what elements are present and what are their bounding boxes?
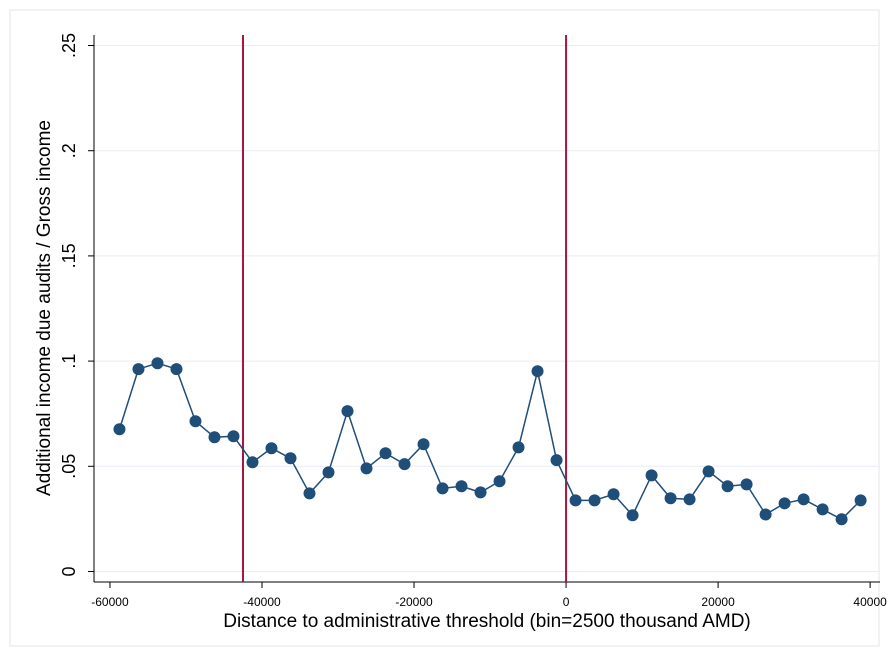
- y-tick-label: .15: [59, 243, 79, 268]
- point: [816, 503, 829, 516]
- x-tick-label: 40000: [853, 595, 887, 609]
- point: [835, 513, 848, 526]
- point: [113, 423, 126, 436]
- point: [265, 442, 278, 455]
- point: [493, 475, 506, 488]
- point: [759, 508, 772, 521]
- point: [417, 438, 430, 451]
- y-axis-title: Additional income due audits / Gross inc…: [34, 120, 55, 496]
- point: [132, 363, 145, 376]
- x-tick-label: 0: [563, 595, 570, 609]
- x-axis-title: Distance to administrative threshold (bi…: [223, 611, 751, 632]
- y-tick-label: .05: [59, 454, 79, 479]
- point: [778, 497, 791, 510]
- x-tick-label: -20000: [395, 595, 433, 609]
- point: [721, 480, 734, 493]
- point: [626, 509, 639, 522]
- point: [189, 415, 202, 428]
- y-tick-label: 0: [59, 566, 79, 576]
- point: [379, 447, 392, 460]
- point: [322, 466, 335, 479]
- frame: [9, 9, 880, 647]
- point: [474, 486, 487, 499]
- point: [246, 456, 259, 469]
- point: [645, 469, 658, 482]
- point: [531, 365, 544, 378]
- point: [303, 487, 316, 500]
- point: [436, 482, 449, 495]
- point: [854, 494, 867, 507]
- point: [398, 458, 411, 471]
- x-tick-label: -60000: [91, 595, 129, 609]
- point: [170, 363, 183, 376]
- point: [151, 357, 164, 370]
- point: [607, 488, 620, 501]
- point: [208, 431, 221, 444]
- x-tick-label: -40000: [243, 595, 281, 609]
- point: [569, 494, 582, 507]
- x-tick-label: 20000: [701, 595, 735, 609]
- point: [360, 462, 373, 475]
- point: [740, 478, 753, 491]
- point: [341, 405, 354, 418]
- point: [284, 452, 297, 465]
- point: [227, 430, 240, 443]
- point: [702, 465, 715, 478]
- point: [512, 441, 525, 454]
- point: [683, 493, 696, 506]
- point: [664, 492, 677, 505]
- series-line: [118, 362, 862, 521]
- point: [455, 480, 468, 493]
- y-tick-label: .25: [59, 33, 79, 58]
- point: [797, 493, 810, 506]
- point: [550, 454, 563, 467]
- y-tick-label: .2: [59, 143, 79, 158]
- point: [588, 494, 601, 507]
- y-tick-label: .1: [59, 354, 79, 369]
